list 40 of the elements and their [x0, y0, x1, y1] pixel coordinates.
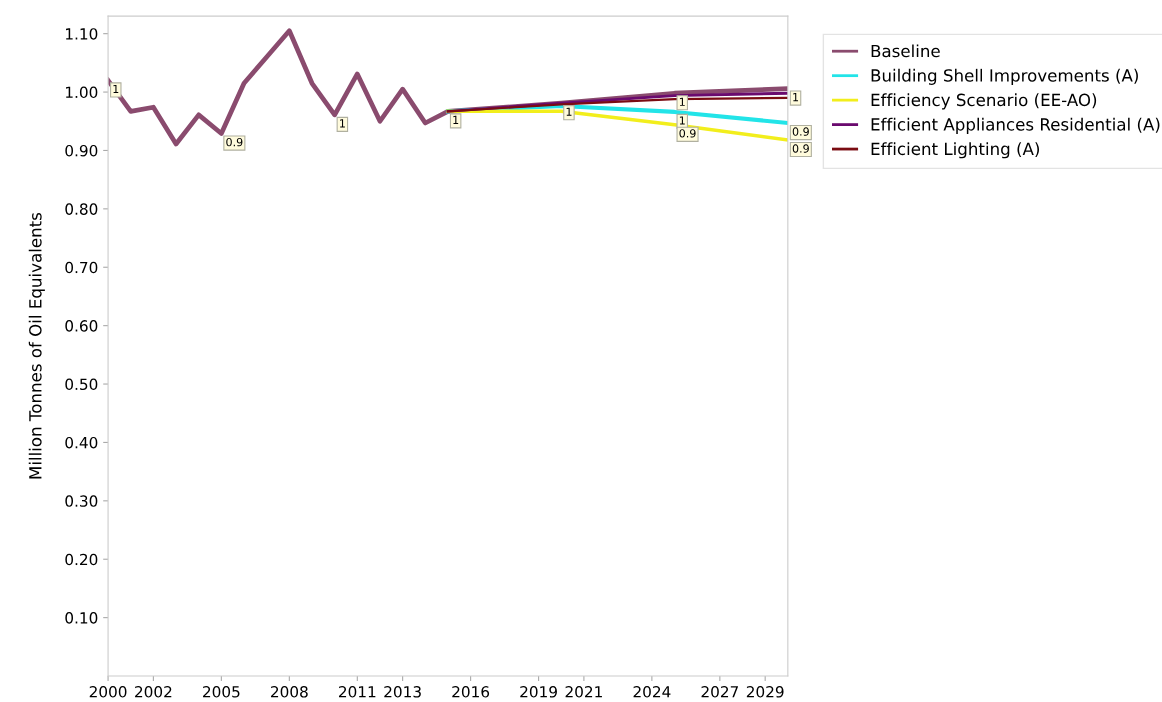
data-label: 1: [679, 97, 685, 106]
legend-label: Efficiency Scenario (EE-AO): [871, 93, 1097, 110]
y-tick-label: 0.80: [65, 203, 98, 215]
data-label: 1: [566, 107, 572, 116]
x-tick-label: 2021: [565, 686, 602, 698]
x-tick-label: 2000: [89, 686, 127, 698]
x-tick-label: 2024: [633, 686, 671, 698]
x-tick-label: 2008: [271, 686, 308, 698]
x-tick-label: 2002: [135, 686, 172, 698]
data-label: 0.9: [226, 137, 243, 147]
data-label: 0.9: [792, 144, 809, 153]
data-label: 0.9: [679, 129, 696, 138]
y-tick-label: 0.60: [65, 320, 98, 332]
y-tick-label: 0.50: [65, 378, 98, 391]
data-label: 1: [679, 116, 685, 125]
y-tick-label: 0.70: [65, 261, 98, 274]
y-tick-label: 0.30: [65, 495, 98, 507]
y-tick-label: 0.20: [65, 553, 98, 566]
data-label: 1: [113, 84, 119, 93]
x-tick-label: 2019: [520, 686, 557, 698]
y-tick-label: 0.40: [65, 436, 98, 449]
data-label: 1: [793, 93, 799, 102]
y-axis-title: Million Tonnes of Oil Equivalents: [28, 212, 45, 479]
x-tick-label: 2029: [746, 686, 784, 698]
x-tick-label: 2016: [452, 686, 490, 698]
x-tick-label: 2005: [203, 686, 240, 698]
data-label: 0.9: [792, 127, 809, 136]
x-tick-label: 2013: [384, 686, 421, 698]
legend-label: Efficient Lighting (A): [871, 142, 1040, 159]
x-tick-label: 2027: [701, 686, 738, 698]
y-tick-label: 0.10: [65, 612, 98, 624]
x-tick-label: 2011: [338, 686, 376, 698]
legend-label: Efficient Appliances Residential (A): [871, 117, 1160, 134]
legend-label: Building Shell Improvements (A): [871, 68, 1138, 85]
data-label: 1: [453, 115, 459, 124]
data-label: 1: [340, 119, 345, 128]
y-tick-label: 0.90: [65, 144, 98, 157]
legend-label: Baseline: [871, 44, 940, 58]
y-tick-label: 1.00: [66, 86, 98, 99]
y-tick-label: 1.10: [66, 28, 98, 40]
